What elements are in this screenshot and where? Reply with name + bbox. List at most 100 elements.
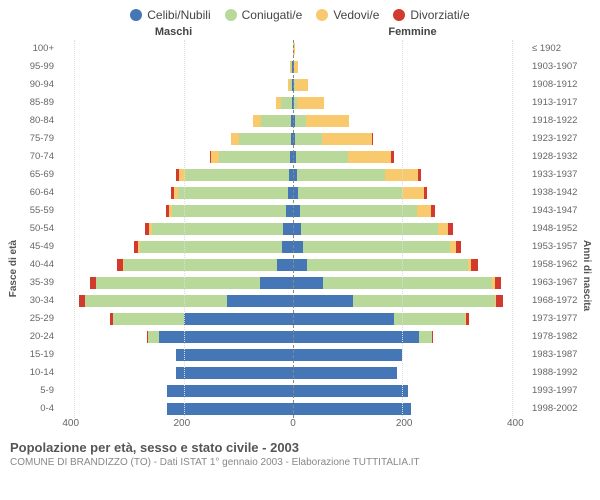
female-bar bbox=[293, 364, 528, 382]
birth-tick: 1948-1952 bbox=[532, 220, 590, 238]
gridline bbox=[74, 40, 75, 418]
segment-w bbox=[417, 204, 431, 218]
gridline bbox=[402, 40, 403, 418]
segment-m bbox=[296, 150, 348, 164]
segment-c bbox=[184, 312, 293, 326]
female-bar bbox=[293, 184, 528, 202]
segment-c bbox=[167, 402, 293, 416]
birth-tick: 1933-1937 bbox=[532, 166, 590, 184]
segment-c bbox=[282, 240, 293, 254]
segment-w bbox=[306, 114, 350, 128]
segment-c bbox=[167, 384, 293, 398]
segment-c bbox=[293, 276, 323, 290]
header-female: Femmine bbox=[293, 26, 532, 38]
segment-c bbox=[176, 348, 294, 362]
y-left-title: Fasce di età bbox=[8, 240, 19, 297]
x-tick: 400 bbox=[62, 418, 79, 429]
female-bar bbox=[293, 58, 528, 76]
segment-w bbox=[385, 168, 418, 182]
female-bar bbox=[293, 76, 528, 94]
segment-c bbox=[293, 222, 301, 236]
age-tick: 85-89 bbox=[10, 94, 54, 112]
y-right-title: Anni di nascita bbox=[581, 240, 592, 311]
age-tick: 20-24 bbox=[10, 328, 54, 346]
segment-c bbox=[293, 384, 408, 398]
female-bar bbox=[293, 112, 528, 130]
segment-m bbox=[353, 294, 495, 308]
segment-m bbox=[323, 276, 492, 290]
female-bar bbox=[293, 310, 528, 328]
x-axis: 4002000200400 bbox=[54, 418, 532, 434]
male-bar bbox=[58, 400, 293, 418]
segment-c bbox=[227, 294, 293, 308]
segment-c bbox=[293, 348, 402, 362]
male-bar bbox=[58, 202, 293, 220]
male-bar bbox=[58, 382, 293, 400]
center-axis bbox=[293, 40, 294, 418]
segment-m bbox=[297, 168, 384, 182]
segment-c bbox=[293, 258, 307, 272]
chart-subtitle: COMUNE DI BRANDIZZO (TO) - Dati ISTAT 1°… bbox=[10, 457, 590, 468]
plot bbox=[58, 40, 528, 418]
segment-c bbox=[260, 276, 293, 290]
male-bar bbox=[58, 148, 293, 166]
segment-m bbox=[219, 150, 290, 164]
age-axis: 100+95-9990-9485-8980-8475-7970-7465-696… bbox=[10, 40, 58, 418]
age-tick: 90-94 bbox=[10, 76, 54, 94]
birth-tick: 1978-1982 bbox=[532, 328, 590, 346]
segment-m bbox=[140, 240, 282, 254]
segment-c bbox=[293, 366, 397, 380]
gender-headers: Maschi Femmine bbox=[10, 26, 590, 38]
segment-w bbox=[402, 186, 424, 200]
gridline bbox=[184, 40, 185, 418]
male-bar bbox=[58, 94, 293, 112]
male-bar bbox=[58, 364, 293, 382]
segment-c bbox=[277, 258, 293, 272]
footer: Popolazione per età, sesso e stato civil… bbox=[10, 440, 590, 468]
birth-tick: 1993-1997 bbox=[532, 382, 590, 400]
birth-tick: 1988-1992 bbox=[532, 364, 590, 382]
male-bar bbox=[58, 310, 293, 328]
legend-label: Divorziati/e bbox=[410, 8, 469, 22]
male-bar bbox=[58, 166, 293, 184]
legend-label: Coniugati/e bbox=[242, 8, 303, 22]
segment-m bbox=[85, 294, 227, 308]
male-bar bbox=[58, 76, 293, 94]
segment-w bbox=[348, 150, 392, 164]
birth-tick: 1998-2002 bbox=[532, 400, 590, 418]
segment-m bbox=[239, 132, 291, 146]
segment-m bbox=[394, 312, 465, 326]
age-tick: 5-9 bbox=[10, 382, 54, 400]
segment-d bbox=[448, 222, 453, 236]
segment-c bbox=[176, 366, 294, 380]
age-tick: 50-54 bbox=[10, 220, 54, 238]
birth-tick: 1938-1942 bbox=[532, 184, 590, 202]
segment-w bbox=[295, 78, 309, 92]
age-tick: 60-64 bbox=[10, 184, 54, 202]
legend-item: Divorziati/e bbox=[393, 8, 469, 22]
age-tick: 75-79 bbox=[10, 130, 54, 148]
male-bar bbox=[58, 292, 293, 310]
female-bar bbox=[293, 328, 528, 346]
birth-tick: 1973-1977 bbox=[532, 310, 590, 328]
segment-m bbox=[307, 258, 468, 272]
legend-label: Vedovi/e bbox=[333, 8, 379, 22]
x-tick: 200 bbox=[173, 418, 190, 429]
segment-c bbox=[293, 330, 419, 344]
female-bar bbox=[293, 238, 528, 256]
female-bar bbox=[293, 382, 528, 400]
segment-w bbox=[231, 132, 239, 146]
birth-tick: 1943-1947 bbox=[532, 202, 590, 220]
segment-m bbox=[301, 222, 438, 236]
female-bar bbox=[293, 148, 528, 166]
female-bar bbox=[293, 202, 528, 220]
segment-w bbox=[211, 150, 219, 164]
age-tick: 15-19 bbox=[10, 346, 54, 364]
legend-item: Vedovi/e bbox=[316, 8, 379, 22]
segment-m bbox=[178, 186, 287, 200]
segment-d bbox=[424, 186, 427, 200]
male-bar bbox=[58, 238, 293, 256]
segment-d bbox=[495, 276, 502, 290]
legend-item: Coniugati/e bbox=[225, 8, 303, 22]
segment-m bbox=[295, 114, 306, 128]
